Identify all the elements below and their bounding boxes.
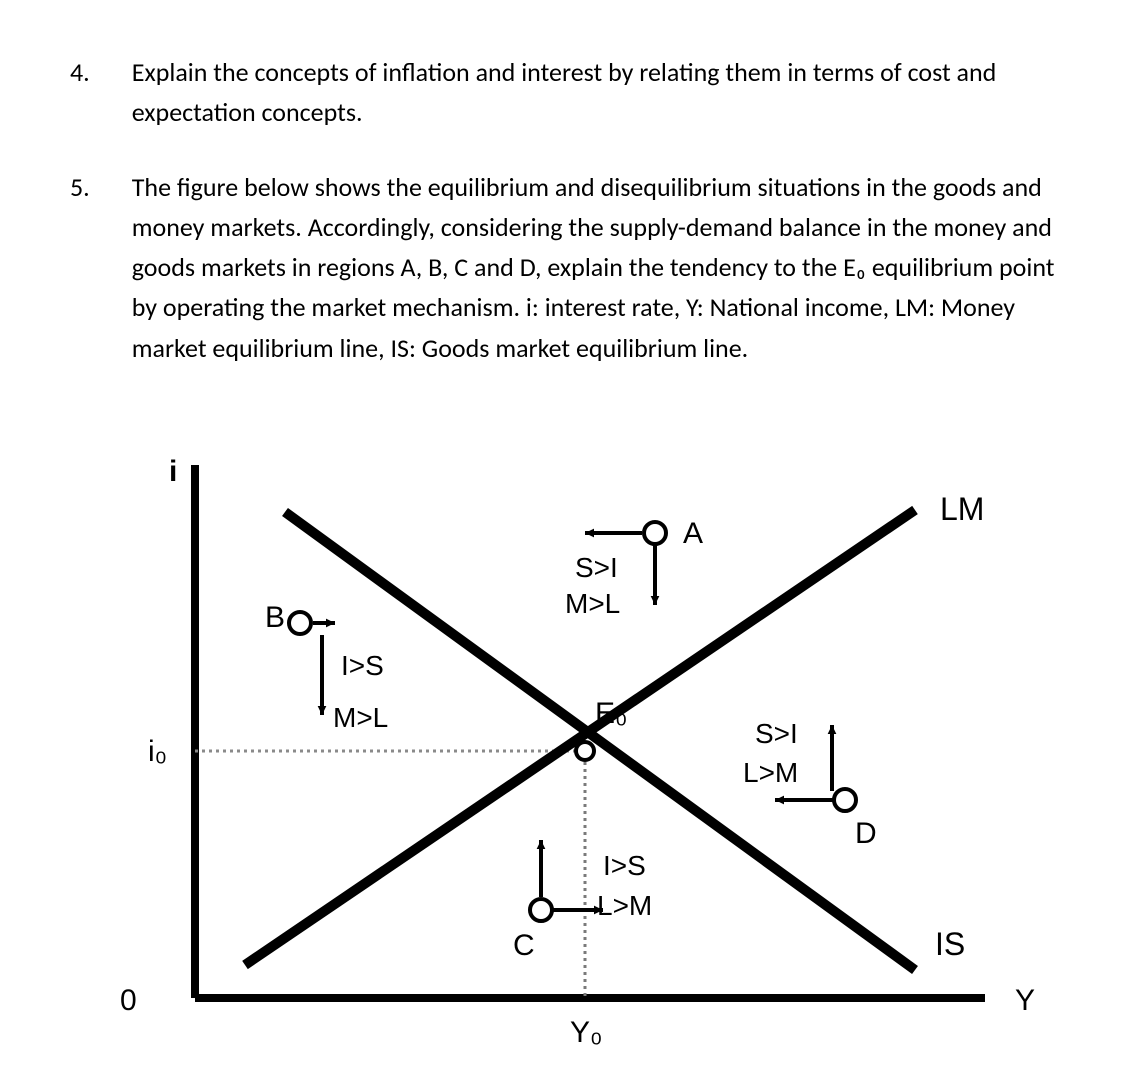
q4-text: Explain the concepts of inflation and in… bbox=[98, 52, 1074, 133]
svg-text:C: C bbox=[513, 929, 535, 962]
page-root: 4. Explain the concepts of inflation and… bbox=[0, 0, 1144, 1080]
svg-text:IS: IS bbox=[935, 926, 965, 962]
svg-text:Y: Y bbox=[1015, 984, 1035, 1017]
svg-text:I>S: I>S bbox=[341, 650, 384, 681]
svg-text:0: 0 bbox=[120, 984, 137, 1017]
svg-text:B: B bbox=[265, 601, 285, 634]
svg-text:E₀: E₀ bbox=[595, 697, 627, 730]
q4-number: 4. bbox=[70, 52, 98, 92]
svg-text:S>I: S>I bbox=[755, 718, 798, 749]
islm-svg: iY0i₀Y₀LMISE₀AS>IM>LBI>SM>LCI>SL>MDS>IL>… bbox=[115, 465, 1055, 1065]
svg-text:I>S: I>S bbox=[603, 850, 646, 881]
svg-text:Y₀: Y₀ bbox=[570, 1016, 602, 1049]
svg-text:LM: LM bbox=[940, 491, 984, 527]
svg-text:M>L: M>L bbox=[333, 702, 388, 733]
svg-text:S>I: S>I bbox=[575, 552, 618, 583]
islm-diagram: iY0i₀Y₀LMISE₀AS>IM>LBI>SM>LCI>SL>MDS>IL>… bbox=[115, 465, 1055, 1065]
question-5: 5. The figure below shows the equilibriu… bbox=[70, 167, 1074, 368]
svg-text:L>M: L>M bbox=[743, 757, 798, 788]
q5-text: The figure below shows the equilibrium a… bbox=[98, 167, 1074, 368]
q5-number: 5. bbox=[70, 167, 98, 207]
svg-text:L>M: L>M bbox=[597, 890, 652, 921]
svg-text:i: i bbox=[169, 455, 177, 488]
svg-text:A: A bbox=[683, 517, 703, 550]
question-4: 4. Explain the concepts of inflation and… bbox=[70, 52, 1074, 133]
svg-text:i₀: i₀ bbox=[148, 735, 167, 768]
svg-text:D: D bbox=[855, 817, 877, 850]
svg-text:M>L: M>L bbox=[565, 588, 620, 619]
